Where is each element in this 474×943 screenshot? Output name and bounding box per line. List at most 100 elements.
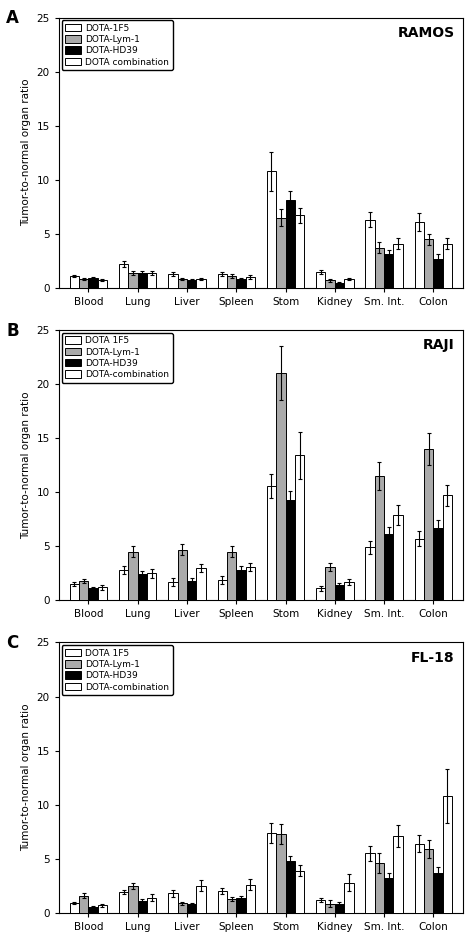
Bar <box>98 905 107 913</box>
Bar <box>267 486 276 601</box>
Bar <box>178 550 187 601</box>
Bar <box>168 273 178 288</box>
Bar <box>196 568 206 601</box>
Bar <box>70 276 79 288</box>
Bar <box>415 844 424 913</box>
Bar <box>128 273 138 288</box>
Bar <box>178 903 187 913</box>
Bar <box>393 515 403 601</box>
Bar <box>393 836 403 913</box>
Bar <box>128 885 138 913</box>
Bar <box>433 528 443 601</box>
Bar <box>443 495 452 601</box>
Bar <box>384 535 393 601</box>
Bar <box>79 581 89 601</box>
Bar <box>138 574 147 601</box>
Bar <box>187 280 196 288</box>
Bar <box>424 849 433 913</box>
Bar <box>276 834 285 913</box>
Y-axis label: Tumor-to-normal organ ratio: Tumor-to-normal organ ratio <box>21 79 31 226</box>
Bar <box>98 280 107 288</box>
Text: C: C <box>6 635 18 653</box>
Bar <box>326 567 335 601</box>
Bar <box>365 853 374 913</box>
Bar <box>316 588 326 601</box>
Bar <box>227 899 236 913</box>
Bar <box>276 373 285 601</box>
Text: RAJI: RAJI <box>423 339 455 352</box>
Bar <box>89 278 98 288</box>
Bar <box>119 571 128 601</box>
Text: FL-18: FL-18 <box>411 651 455 665</box>
Bar <box>344 279 354 288</box>
Bar <box>218 580 227 601</box>
Bar <box>246 885 255 913</box>
Bar <box>267 171 276 288</box>
Bar <box>316 900 326 913</box>
Bar <box>196 885 206 913</box>
Bar <box>285 861 295 913</box>
Bar <box>393 243 403 288</box>
Bar <box>344 883 354 913</box>
Bar <box>326 280 335 288</box>
Bar <box>384 878 393 913</box>
Y-axis label: Tumor-to-normal organ ratio: Tumor-to-normal organ ratio <box>21 703 31 852</box>
Bar <box>365 220 374 288</box>
Bar <box>128 552 138 601</box>
Legend: DOTA 1F5, DOTA-Lym-1, DOTA-HD39, DOTA-combination: DOTA 1F5, DOTA-Lym-1, DOTA-HD39, DOTA-co… <box>62 645 173 695</box>
Bar <box>119 892 128 913</box>
Bar <box>168 582 178 601</box>
Bar <box>424 449 433 601</box>
Bar <box>335 586 344 601</box>
Bar <box>147 573 156 601</box>
Bar <box>89 907 98 913</box>
Bar <box>98 587 107 601</box>
Bar <box>384 255 393 288</box>
Bar <box>443 243 452 288</box>
Bar <box>236 571 246 601</box>
Bar <box>138 901 147 913</box>
Bar <box>138 273 147 288</box>
Bar <box>344 582 354 601</box>
Bar <box>178 279 187 288</box>
Bar <box>335 904 344 913</box>
Bar <box>227 276 236 288</box>
Bar <box>227 552 236 601</box>
Text: RAMOS: RAMOS <box>398 25 455 40</box>
Bar <box>415 538 424 601</box>
Bar <box>147 898 156 913</box>
Bar <box>374 248 384 288</box>
Text: A: A <box>6 9 19 27</box>
Bar <box>218 891 227 913</box>
Bar <box>276 218 285 288</box>
Bar <box>168 893 178 913</box>
Bar <box>70 584 79 601</box>
Legend: DOTA 1F5, DOTA-Lym-1, DOTA-HD39, DOTA-combination: DOTA 1F5, DOTA-Lym-1, DOTA-HD39, DOTA-co… <box>62 333 173 383</box>
Bar <box>316 272 326 288</box>
Bar <box>119 264 128 288</box>
Bar <box>236 279 246 288</box>
Bar <box>187 581 196 601</box>
Y-axis label: Tumor-to-normal organ ratio: Tumor-to-normal organ ratio <box>21 391 31 539</box>
Bar <box>79 279 89 288</box>
Text: B: B <box>6 322 19 339</box>
Bar <box>443 796 452 913</box>
Bar <box>415 222 424 288</box>
Bar <box>326 903 335 913</box>
Bar <box>236 898 246 913</box>
Bar <box>267 833 276 913</box>
Bar <box>285 500 295 601</box>
Bar <box>196 279 206 288</box>
Bar <box>147 273 156 288</box>
Legend: DOTA-1F5, DOTA-Lym-1, DOTA-HD39, DOTA combination: DOTA-1F5, DOTA-Lym-1, DOTA-HD39, DOTA co… <box>62 20 173 70</box>
Bar <box>295 870 304 913</box>
Bar <box>424 240 433 288</box>
Bar <box>70 903 79 913</box>
Bar <box>187 903 196 913</box>
Bar <box>285 200 295 288</box>
Bar <box>335 283 344 288</box>
Bar <box>246 277 255 288</box>
Bar <box>365 547 374 601</box>
Bar <box>433 258 443 288</box>
Bar <box>374 863 384 913</box>
